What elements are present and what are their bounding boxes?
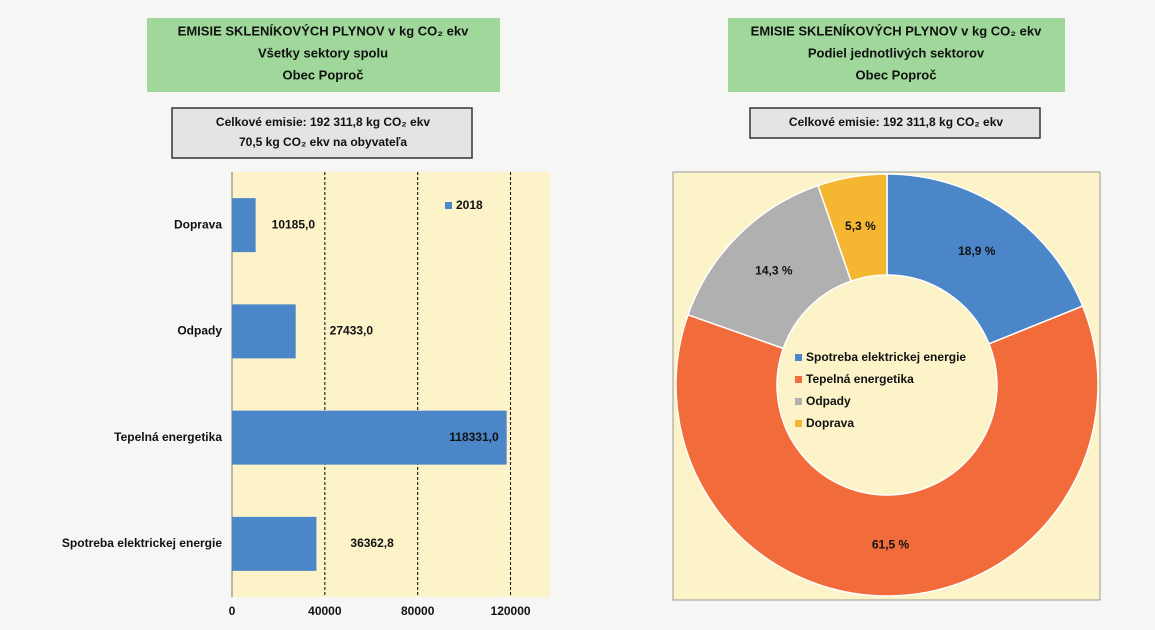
chart-title: Všetky sektory spolu: [258, 45, 388, 60]
y-tick-label: Doprava: [174, 217, 222, 231]
chart-title: EMISIE SKLENÍKOVÝCH PLYNOV v kg CO₂ ekv: [178, 23, 469, 38]
legend-swatch: [795, 354, 802, 361]
data-label: 61,5 %: [872, 538, 910, 552]
bar: [232, 304, 296, 359]
legend-swatch: [795, 420, 802, 427]
title-box: [147, 18, 500, 92]
bar: [232, 516, 317, 571]
chart-title: Obec Poproč: [856, 67, 937, 82]
slice: [675, 305, 1099, 597]
y-tick-label: Spotreba elektrickej energie: [62, 536, 222, 550]
data-label: 5,3 %: [845, 219, 876, 233]
legend-swatch: [795, 398, 802, 405]
chart-title: Obec Poproč: [283, 67, 364, 82]
legend-swatch: [795, 376, 802, 383]
data-label: 27433,0: [330, 324, 374, 338]
data-label: 10185,0: [272, 217, 316, 231]
x-tick-label: 120000: [491, 604, 531, 618]
data-label: 36362,8: [350, 536, 394, 550]
data-label: 14,3 %: [755, 263, 793, 277]
legend-label: Spotreba elektrickej energie: [806, 350, 966, 364]
data-label: 18,9 %: [958, 244, 996, 258]
subtitle-box: [749, 107, 1041, 139]
chart-title: Podiel jednotlivých sektorov: [808, 45, 985, 60]
bar: [232, 410, 507, 465]
legend-label: Odpady: [806, 394, 851, 408]
chart-subtitle: Celkové emisie: 192 311,8 kg CO₂ ekv: [216, 115, 430, 129]
legend-label: 2018: [456, 198, 483, 212]
legend-label: Doprava: [806, 416, 854, 430]
legend-label: Tepelná energetika: [806, 372, 914, 386]
subtitle-box: [171, 107, 473, 159]
legend-swatch: [445, 202, 452, 209]
title-box: [728, 18, 1065, 92]
slice: [886, 173, 1084, 345]
x-tick-label: 80000: [401, 604, 435, 618]
chart-subtitle: 70,5 kg CO₂ ekv na obyvateľa: [239, 135, 407, 149]
chart-subtitle: Celkové emisie: 192 311,8 kg CO₂ ekv: [789, 115, 1003, 129]
chart-title: EMISIE SKLENÍKOVÝCH PLYNOV v kg CO₂ ekv: [751, 23, 1042, 38]
y-tick-label: Tepelná energetika: [114, 430, 222, 444]
x-tick-label: 40000: [308, 604, 342, 618]
slice: [817, 173, 888, 282]
y-tick-label: Odpady: [177, 324, 222, 338]
x-tick-label: 0: [229, 604, 236, 618]
bar: [232, 198, 256, 253]
data-label: 118331,0: [449, 430, 499, 444]
